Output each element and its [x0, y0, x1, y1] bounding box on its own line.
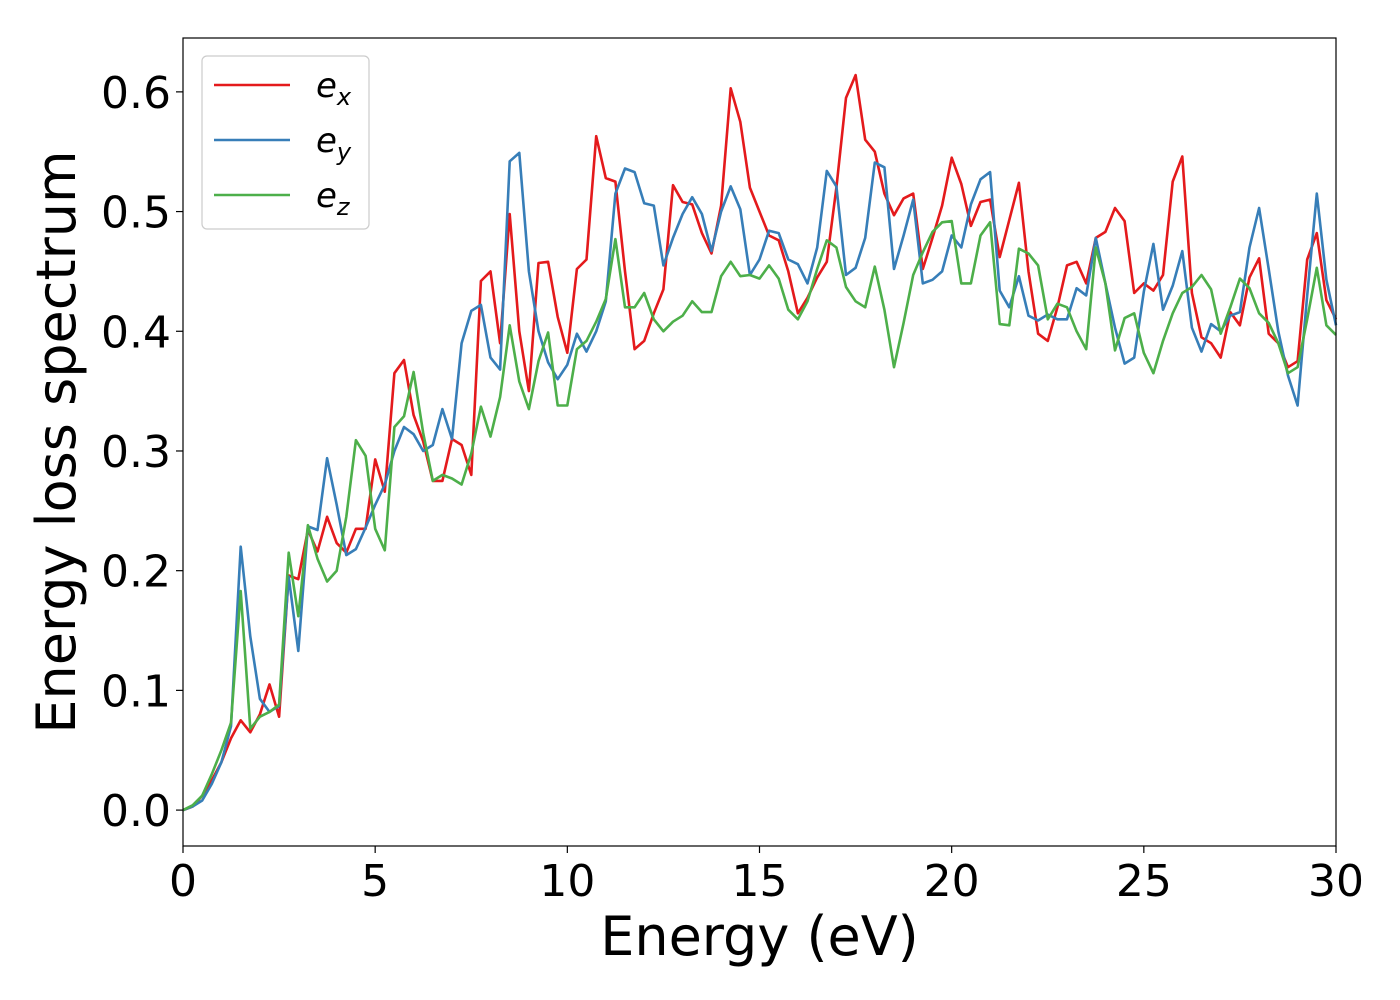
- x-tick-label: 20: [924, 856, 980, 907]
- y-tick-label: 0.6: [101, 68, 171, 119]
- x-tick-label: 0: [169, 856, 197, 907]
- series-lines: [182, 73, 1338, 812]
- x-axis-ticks: 0 5 10 15 20 25 30: [169, 846, 1364, 907]
- y-tick-label: 0.0: [101, 786, 171, 837]
- legend-label-z: ez: [316, 176, 351, 221]
- y-axis-ticks: 0.0 0.1 0.2 0.3 0.4 0.5 0.6: [101, 68, 183, 837]
- x-axis-title: Energy (eV): [600, 905, 919, 968]
- series-line-y: [182, 151, 1338, 812]
- legend: ex ey ez: [201, 55, 370, 230]
- y-tick-label: 0.5: [101, 188, 171, 239]
- legend-label-y: ey: [316, 121, 352, 166]
- y-axis-title: Energy loss spectrum: [25, 150, 88, 733]
- x-tick-label: 25: [1116, 856, 1172, 907]
- series-line-z: [182, 219, 1337, 812]
- x-tick-label: 5: [361, 856, 389, 907]
- legend-box: [201, 55, 370, 230]
- y-tick-label: 0.2: [101, 547, 171, 598]
- y-tick-label: 0.4: [101, 307, 171, 358]
- legend-label-x: ex: [316, 66, 352, 111]
- series-line-x: [182, 73, 1338, 812]
- y-tick-label: 0.3: [101, 427, 171, 478]
- x-tick-label: 10: [539, 856, 595, 907]
- x-tick-label: 30: [1308, 856, 1364, 907]
- x-tick-label: 15: [732, 856, 788, 907]
- plot-area: [183, 38, 1336, 846]
- y-tick-label: 0.1: [101, 666, 171, 717]
